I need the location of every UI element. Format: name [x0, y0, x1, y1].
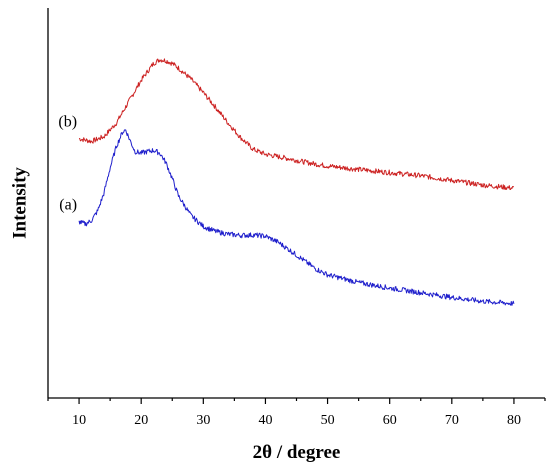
series-layer — [78, 58, 515, 306]
x-axis-title: 2θ / degree — [253, 442, 341, 463]
x-tick-label: 40 — [258, 413, 272, 428]
series-line-a — [78, 129, 515, 306]
axes — [47, 8, 545, 399]
x-tick-label: 20 — [134, 413, 148, 428]
x-tick-label: 60 — [383, 413, 397, 428]
x-tick-label: 50 — [321, 413, 335, 428]
series-labels: (b) (a) — [58, 114, 77, 214]
x-tick-label: 80 — [507, 413, 521, 428]
series-line-b — [78, 58, 515, 190]
series-label-b: (b) — [58, 114, 77, 131]
x-tick-label: 10 — [72, 413, 86, 428]
series-label-a: (a) — [59, 197, 77, 214]
x-tick-label: 30 — [196, 413, 210, 428]
x-axis-ticks: 10 20 30 40 50 60 70 80 — [47, 398, 546, 428]
x-tick-label: 70 — [445, 413, 459, 428]
y-axis-title: Intensity — [9, 167, 30, 239]
